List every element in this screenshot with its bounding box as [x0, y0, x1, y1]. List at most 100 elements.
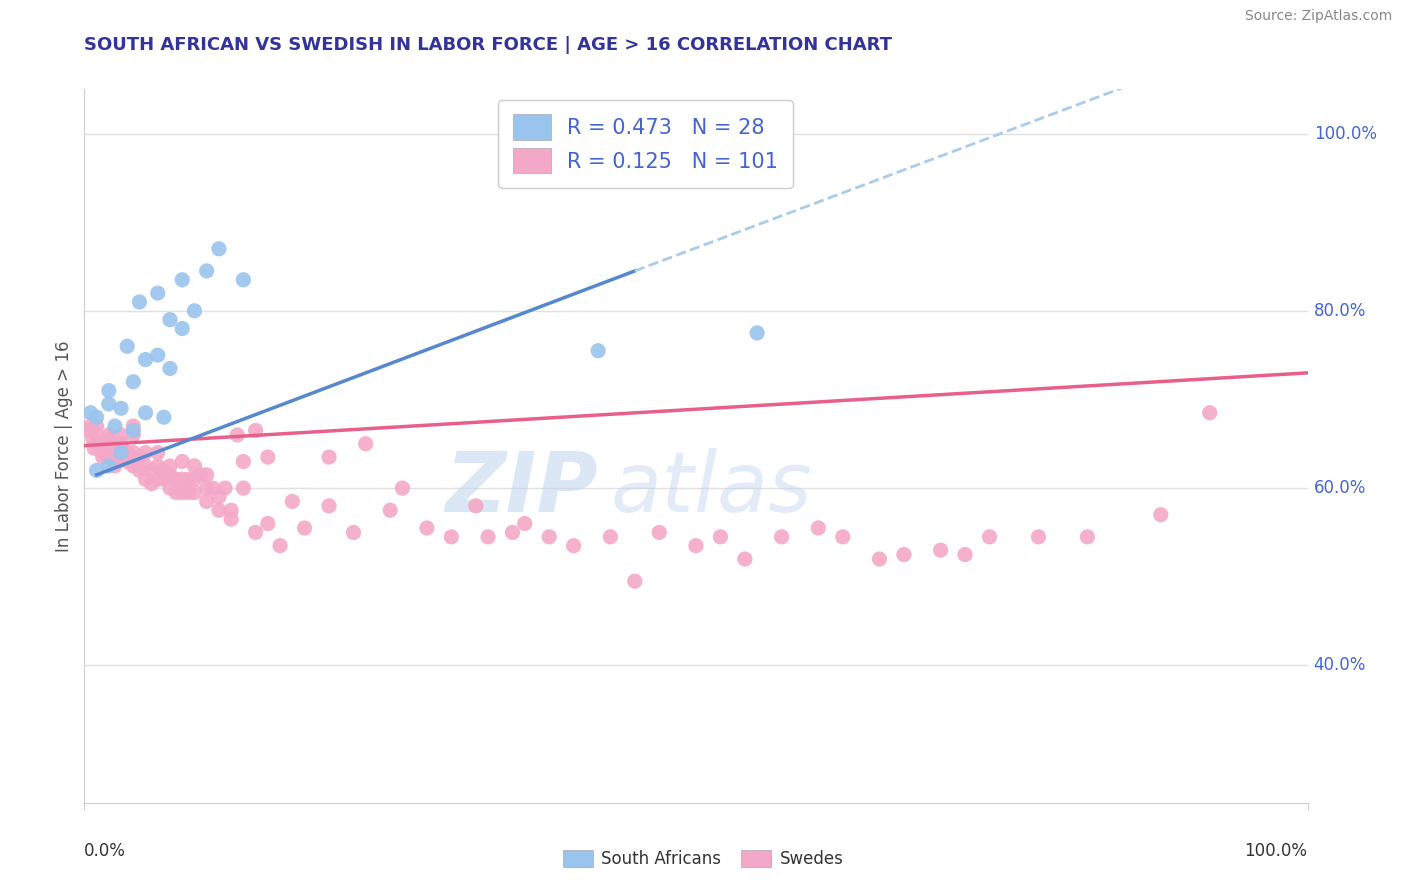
Point	[208, 503, 231, 517]
Point	[477, 530, 499, 544]
Point	[110, 428, 132, 442]
Point	[115, 445, 138, 459]
Point	[734, 552, 756, 566]
Point	[122, 428, 145, 442]
Point	[807, 521, 830, 535]
Point	[110, 437, 132, 451]
Point	[1076, 530, 1098, 544]
Point	[232, 481, 254, 495]
Text: 100.0%: 100.0%	[1244, 842, 1308, 860]
Point	[245, 424, 267, 438]
Point	[104, 445, 127, 459]
Point	[201, 481, 224, 495]
Point	[115, 454, 138, 468]
Point	[183, 472, 205, 486]
Point	[177, 485, 200, 500]
Point	[257, 516, 280, 531]
Legend: South Africans, Swedes: South Africans, Swedes	[555, 843, 851, 875]
Text: 80.0%: 80.0%	[1313, 301, 1367, 320]
Point	[128, 295, 150, 310]
Point	[257, 450, 280, 464]
Point	[135, 445, 157, 459]
Point	[83, 441, 105, 455]
Point	[1028, 530, 1050, 544]
Point	[195, 481, 218, 495]
Point	[172, 472, 194, 486]
Point	[104, 419, 127, 434]
Point	[128, 463, 150, 477]
Point	[172, 454, 194, 468]
Point	[979, 530, 1001, 544]
Point	[135, 458, 157, 473]
Point	[172, 273, 194, 287]
Point	[208, 242, 231, 256]
Point	[318, 450, 340, 464]
Point	[281, 494, 304, 508]
Point	[380, 503, 402, 517]
Point	[294, 521, 316, 535]
Point	[177, 472, 200, 486]
Point	[869, 552, 891, 566]
Point	[219, 503, 242, 517]
Point	[208, 490, 231, 504]
Point	[245, 525, 267, 540]
Point	[97, 384, 120, 398]
Text: SOUTH AFRICAN VS SWEDISH IN LABOR FORCE | AGE > 16 CORRELATION CHART: SOUTH AFRICAN VS SWEDISH IN LABOR FORCE …	[84, 36, 893, 54]
Point	[172, 485, 194, 500]
Point	[97, 397, 120, 411]
Point	[86, 410, 108, 425]
Point	[232, 273, 254, 287]
Point	[146, 445, 169, 459]
Point	[648, 525, 671, 540]
Legend: R = 0.473   N = 28, R = 0.125   N = 101: R = 0.473 N = 28, R = 0.125 N = 101	[499, 100, 793, 188]
Text: atlas: atlas	[610, 449, 813, 529]
Point	[416, 521, 439, 535]
Point	[195, 494, 218, 508]
Point	[214, 481, 236, 495]
Point	[153, 410, 176, 425]
Point	[146, 348, 169, 362]
Point	[929, 543, 952, 558]
Point	[1198, 406, 1220, 420]
Point	[97, 458, 120, 473]
Point	[153, 463, 176, 477]
Point	[747, 326, 769, 340]
Point	[146, 472, 169, 486]
Point	[86, 463, 108, 477]
Point	[122, 424, 145, 438]
Point	[97, 450, 120, 464]
Point	[122, 458, 145, 473]
Point	[599, 530, 621, 544]
Point	[953, 548, 976, 562]
Point	[538, 530, 561, 544]
Point	[190, 467, 212, 482]
Point	[122, 375, 145, 389]
Point	[165, 485, 187, 500]
Point	[122, 445, 145, 459]
Point	[128, 450, 150, 464]
Point	[79, 406, 101, 420]
Point	[115, 339, 138, 353]
Text: Source: ZipAtlas.com: Source: ZipAtlas.com	[1244, 9, 1392, 23]
Point	[104, 458, 127, 473]
Point	[110, 445, 132, 459]
Point	[110, 401, 132, 416]
Point	[146, 286, 169, 301]
Point	[86, 428, 108, 442]
Point	[232, 454, 254, 468]
Point	[893, 548, 915, 562]
Point	[135, 406, 157, 420]
Point	[354, 437, 377, 451]
Point	[562, 539, 585, 553]
Point	[146, 458, 169, 473]
Point	[141, 463, 163, 477]
Point	[624, 574, 647, 589]
Point	[97, 437, 120, 451]
Point	[110, 450, 132, 464]
Point	[1150, 508, 1173, 522]
Text: 60.0%: 60.0%	[1313, 479, 1367, 497]
Point	[219, 512, 242, 526]
Point	[141, 476, 163, 491]
Point	[82, 433, 104, 447]
Point	[342, 525, 364, 540]
